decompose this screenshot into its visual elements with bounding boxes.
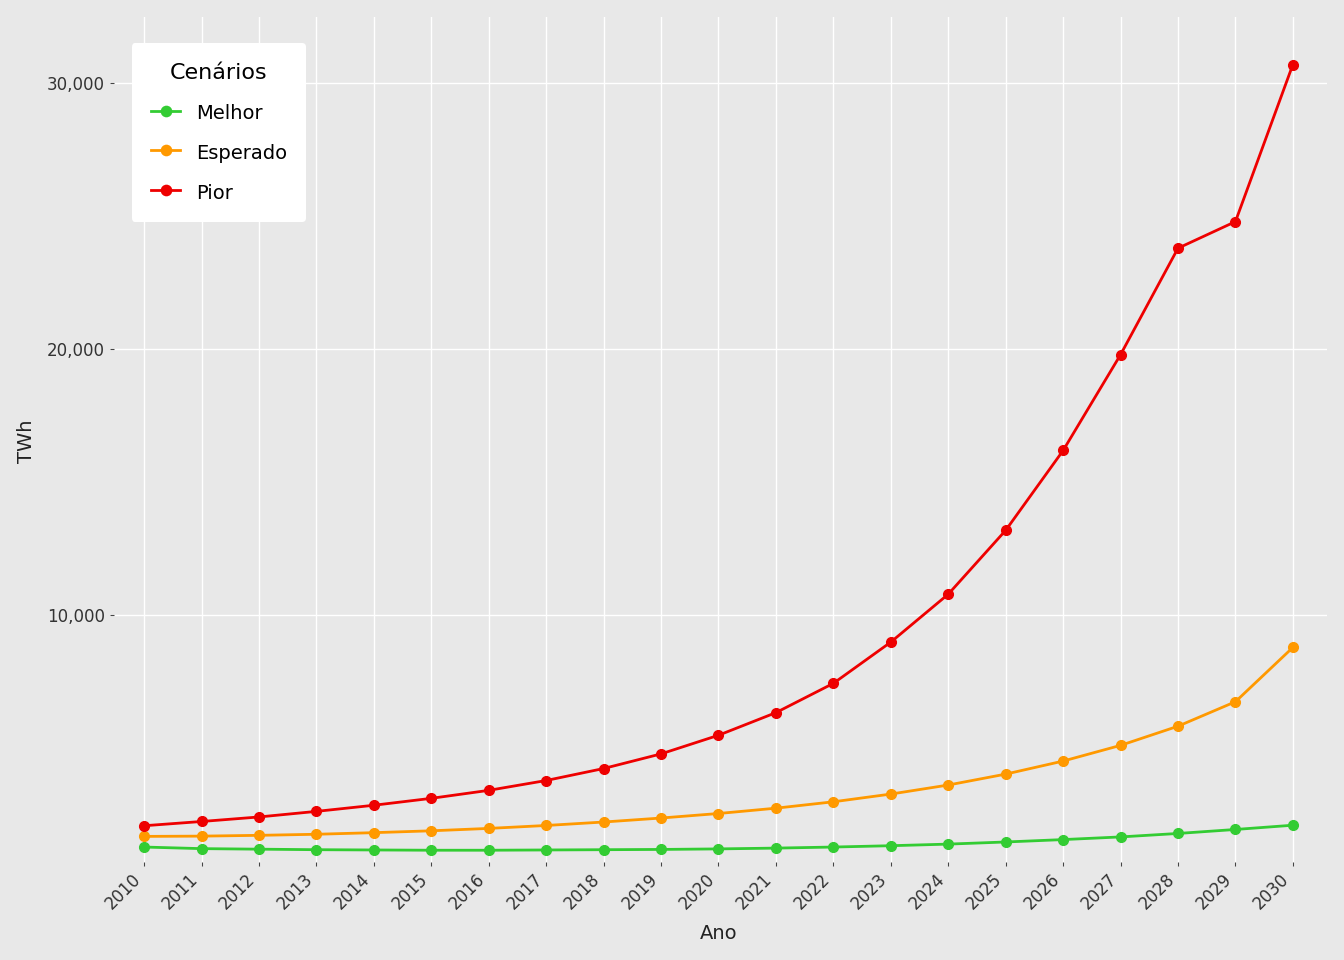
- X-axis label: Ano: Ano: [700, 924, 738, 944]
- Y-axis label: TWh: TWh: [16, 420, 36, 463]
- Legend: Melhor, Esperado, Pior: Melhor, Esperado, Pior: [132, 43, 306, 222]
